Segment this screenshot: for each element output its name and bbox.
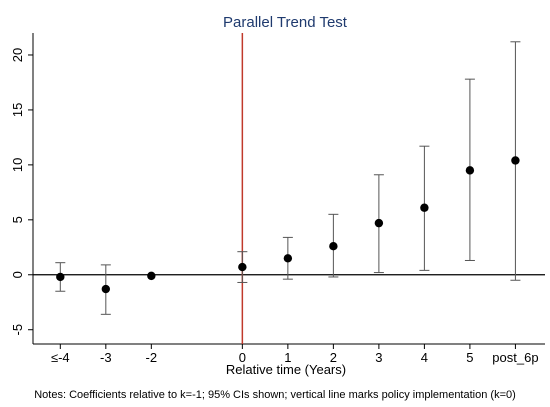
point-estimate-5 bbox=[329, 241, 338, 251]
y-tick-label--5: -5 bbox=[10, 324, 25, 336]
x-tick-label-6: 3 bbox=[375, 350, 382, 365]
x-tick-label-1: -3 bbox=[100, 350, 112, 365]
x-axis-title: Relative time (Years) bbox=[226, 362, 346, 377]
x-tick-label-8: 5 bbox=[466, 350, 473, 365]
point-estimate-1 bbox=[101, 284, 111, 294]
point-estimate-9 bbox=[511, 156, 520, 165]
x-tick-label-4: 1 bbox=[284, 350, 291, 365]
chart-note: Notes: Coefficients relative to k=-1; 95… bbox=[34, 389, 516, 401]
y-tick-label-15: 15 bbox=[10, 103, 25, 117]
x-tick-label-5: 2 bbox=[330, 350, 337, 365]
x-tick-label-3: 0 bbox=[239, 350, 246, 365]
x-tick-label-0: ≤-4 bbox=[51, 350, 70, 365]
y-tick-label-20: 20 bbox=[10, 48, 25, 62]
point-estimate-3 bbox=[238, 262, 247, 272]
point-estimate-4 bbox=[283, 254, 293, 263]
y-tick-label-5: 5 bbox=[10, 216, 25, 223]
point-estimate-6 bbox=[374, 218, 384, 228]
y-tick-label-10: 10 bbox=[10, 158, 25, 172]
plot-area: -5 0 5 10 15 20 ≤-4 -3 -2 0 1 2 3 4 5 post_6p bbox=[10, 33, 545, 365]
point-estimate-8 bbox=[465, 166, 475, 175]
point-estimate-7 bbox=[420, 203, 429, 212]
point-estimate-0 bbox=[56, 272, 65, 282]
point-estimate-2 bbox=[147, 271, 156, 281]
chart-title: Parallel Trend Test bbox=[223, 14, 348, 31]
x-tick-label-7: 4 bbox=[421, 350, 428, 365]
x-tick-label-2: -2 bbox=[146, 350, 158, 365]
x-tick-label-9: post_6p bbox=[492, 350, 538, 365]
y-tick-label-0: 0 bbox=[10, 271, 25, 278]
